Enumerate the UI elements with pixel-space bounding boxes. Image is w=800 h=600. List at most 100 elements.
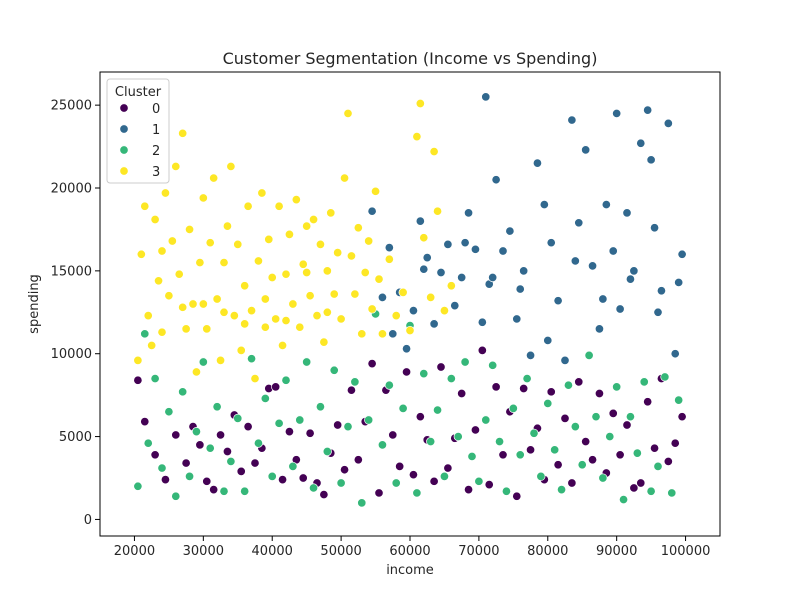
data-point — [429, 146, 439, 157]
data-point — [322, 307, 332, 317]
data-point — [202, 476, 212, 486]
data-point — [557, 485, 567, 495]
data-point — [443, 239, 453, 249]
data-point — [322, 266, 332, 276]
data-point — [295, 415, 305, 425]
data-point — [198, 357, 208, 367]
data-point — [426, 436, 436, 447]
data-point — [674, 277, 684, 288]
data-point — [481, 92, 491, 102]
data-point — [226, 456, 236, 466]
legend-marker — [119, 145, 129, 155]
data-point — [240, 319, 250, 329]
data-point — [309, 214, 319, 225]
data-point — [574, 218, 584, 228]
data-point — [367, 206, 377, 216]
data-point — [305, 428, 315, 438]
data-point — [219, 307, 229, 317]
data-point — [219, 258, 229, 268]
data-point — [340, 465, 350, 475]
y-tick-label: 15000 — [51, 264, 92, 279]
data-point — [467, 451, 477, 462]
data-point — [322, 446, 332, 457]
data-point — [646, 486, 656, 496]
data-point — [222, 221, 232, 231]
data-point — [178, 128, 188, 138]
data-point — [298, 259, 308, 269]
data-point — [598, 473, 608, 483]
data-point — [581, 145, 591, 155]
data-point — [501, 486, 511, 496]
data-point — [309, 483, 319, 493]
data-point — [374, 274, 384, 284]
data-point — [384, 380, 394, 390]
data-point — [663, 118, 673, 128]
data-point — [360, 267, 370, 278]
data-point — [371, 186, 381, 196]
data-point — [560, 355, 570, 365]
data-point — [133, 481, 143, 491]
x-tick-label: 100000 — [661, 544, 711, 559]
data-point — [343, 108, 353, 118]
data-point — [512, 314, 522, 324]
data-point — [336, 478, 346, 488]
data-point — [278, 340, 288, 350]
data-point — [240, 281, 250, 291]
data-point — [567, 115, 577, 125]
x-tick-label: 90000 — [596, 544, 637, 559]
data-point — [594, 324, 604, 334]
data-point — [439, 471, 449, 481]
data-point — [364, 415, 374, 425]
data-point — [436, 362, 446, 372]
data-point — [384, 254, 394, 264]
data-point — [198, 299, 208, 309]
data-point — [305, 291, 315, 301]
data-point — [357, 329, 367, 339]
data-point — [419, 369, 429, 379]
series-1 — [367, 92, 687, 365]
x-tick-label: 50000 — [320, 544, 361, 559]
data-point — [460, 238, 470, 248]
data-point — [133, 355, 143, 365]
data-point — [229, 311, 239, 321]
data-point — [315, 239, 325, 249]
series-0 — [133, 345, 687, 501]
data-point — [526, 350, 536, 360]
data-point — [412, 132, 422, 142]
data-point — [133, 375, 143, 385]
data-point — [288, 461, 298, 471]
data-point — [653, 307, 663, 317]
data-point — [543, 335, 553, 346]
data-point — [257, 188, 267, 198]
data-point — [281, 269, 291, 279]
legend-label: 1 — [152, 123, 160, 138]
data-point — [563, 380, 573, 390]
data-point — [340, 173, 350, 183]
data-point — [243, 201, 253, 211]
data-point — [350, 289, 360, 299]
data-point — [260, 393, 270, 404]
data-point — [553, 460, 563, 470]
data-point — [415, 216, 425, 226]
data-point — [581, 436, 591, 447]
legend-marker — [119, 124, 129, 134]
data-point — [398, 287, 408, 297]
data-point — [625, 274, 635, 284]
data-point — [264, 234, 274, 244]
legend-items: 0 1 2 3 — [119, 102, 160, 180]
data-point — [433, 206, 443, 216]
data-point — [219, 486, 229, 496]
legend-title: Cluster — [115, 85, 162, 100]
data-point — [536, 471, 546, 481]
data-point — [653, 461, 663, 471]
data-point — [546, 387, 556, 397]
data-point — [185, 471, 195, 481]
data-point — [343, 422, 353, 432]
data-point — [281, 375, 291, 385]
data-point — [178, 387, 188, 397]
data-point — [505, 226, 515, 236]
data-point — [250, 374, 260, 384]
data-point — [591, 412, 601, 422]
data-point — [677, 412, 687, 422]
data-point — [553, 296, 563, 306]
